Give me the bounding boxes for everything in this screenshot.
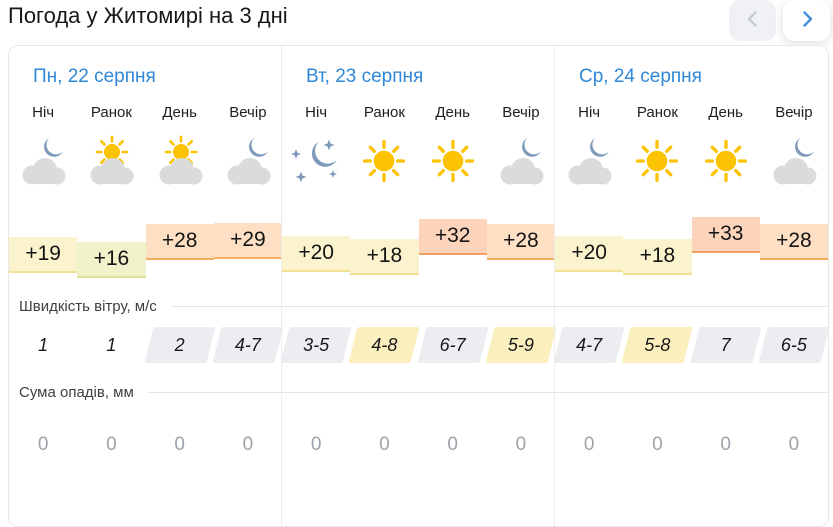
wind-day-0: 1 1 2 4-7: [9, 327, 284, 363]
wind-day-1: 3-5 4-8 6-7 5-9: [280, 327, 557, 363]
moon-cloud-icon: [500, 137, 544, 185]
precip-day-1: 0 0 0 0: [282, 433, 555, 457]
time-label: Ранок: [90, 103, 132, 121]
wind-cell: 4-7: [212, 327, 284, 363]
day-column-1: Вт, 23 серпня Ніч Ранок День Вечір +20 +18 +32 +…: [282, 46, 555, 291]
temp-cell: +33: [691, 217, 760, 253]
moon-cloud-icon: [22, 137, 66, 185]
temp-cell: +20: [282, 235, 351, 272]
precip-value: 0: [106, 434, 117, 455]
sun-icon: [431, 139, 474, 183]
temps-row: +19 +16 +28 +29: [9, 211, 282, 291]
wind-cell: 4-8: [348, 327, 420, 363]
sun-icon: [704, 139, 747, 183]
moon-cloud-icon: [568, 137, 612, 185]
precip-value: 0: [310, 434, 322, 455]
section-divider-line: [147, 391, 828, 393]
time-label: День: [708, 103, 743, 121]
precip-day-2: 0 0 0 0: [555, 433, 828, 457]
time-label: Ніч: [32, 103, 55, 121]
sun-icon: [363, 139, 406, 183]
time-label: Вечір: [775, 103, 813, 121]
temps-row: +20 +18 +32 +28: [282, 211, 555, 291]
temp-cell: +28: [145, 224, 214, 261]
temp-cell: +29: [213, 222, 282, 259]
icons-row: [555, 131, 828, 193]
page-title: Погода у Житомирі на 3 дні: [8, 3, 288, 28]
wind-cell: 2: [144, 327, 216, 363]
precip-values-row: 0 0 0 0 0 0 0 0 0 0 0 0: [9, 433, 828, 457]
time-labels-row: Ніч Ранок День Вечір: [555, 103, 828, 121]
precip-value: 0: [37, 434, 49, 455]
day-title[interactable]: Ср, 24 серпня: [579, 66, 702, 87]
temp-cell: +32: [418, 218, 487, 255]
precip-value: 0: [720, 434, 731, 455]
temp-cell: +19: [9, 237, 78, 274]
sun-cloud-icon: [90, 135, 134, 185]
wind-day-2: 4-7 5-8 7 6-5: [553, 327, 828, 363]
precip-value: 0: [174, 434, 185, 455]
moon-cloud-icon: [227, 137, 271, 185]
temp-cell: +28: [486, 224, 555, 261]
day-column-2: Ср, 24 серпня Ніч Ранок День Вечір +20 +18 +33 +…: [555, 46, 828, 291]
time-label: Ранок: [636, 103, 678, 121]
icons-row: [9, 131, 282, 193]
time-label: Ранок: [363, 103, 405, 121]
section-divider-line: [170, 305, 828, 307]
precip-value: 0: [583, 434, 595, 455]
precip-value: 0: [447, 434, 458, 455]
precip-section-header: Сума опадів, мм: [19, 379, 828, 405]
wind-cell: 3-5: [280, 327, 352, 363]
column-divider: [281, 46, 282, 526]
wind-values-row: 1 1 2 4-7 3-5 4-8 6-7 5-9 4-7 5-8 7 6-5: [9, 327, 828, 363]
wind-cell: 7: [690, 327, 762, 363]
time-labels-row: Ніч Ранок День Вечір: [9, 103, 282, 121]
temp-cell: +16: [77, 241, 146, 278]
day-title[interactable]: Пн, 22 серпня: [33, 66, 156, 87]
precip-section-label: Сума опадів, мм: [19, 383, 134, 401]
precip-day-0: 0 0 0 0: [9, 433, 282, 457]
day-column-0: Пн, 22 серпня Ніч Ранок День Вечір +19 +16 +28 +…: [9, 46, 282, 291]
wind-cell: 5-9: [485, 327, 557, 363]
wind-cell: 1: [12, 327, 74, 363]
temp-cell: +18: [350, 238, 419, 275]
time-labels-row: Ніч Ранок День Вечір: [282, 103, 555, 121]
moon-stars-icon: [291, 139, 338, 183]
temp-cell: +18: [623, 238, 692, 275]
wind-cell: 6-5: [758, 327, 828, 363]
next-button[interactable]: [783, 0, 830, 41]
prev-button[interactable]: [729, 0, 776, 41]
sun-cloud-icon: [159, 135, 203, 185]
icons-row: [282, 131, 555, 193]
precip-value: 0: [788, 434, 800, 455]
time-label: Вечір: [229, 103, 267, 121]
wind-cell: 6-7: [417, 327, 489, 363]
day-title[interactable]: Вт, 23 серпня: [306, 66, 424, 87]
time-label: Ніч: [305, 103, 328, 121]
precip-value: 0: [379, 434, 390, 455]
time-label: Вечір: [502, 103, 540, 121]
wind-cell: 1: [80, 327, 142, 363]
wind-section-label: Швидкість вітру, м/с: [19, 297, 157, 315]
wind-cell: 5-8: [621, 327, 693, 363]
moon-cloud-icon: [773, 137, 817, 185]
temp-cell: +28: [759, 224, 828, 261]
temp-cell: +20: [555, 235, 624, 272]
column-divider: [554, 46, 555, 526]
temps-row: +20 +18 +33 +28: [555, 211, 828, 291]
pager-nav: [729, 0, 830, 41]
wind-cell: 4-7: [553, 327, 625, 363]
time-label: Ніч: [578, 103, 601, 121]
sun-icon: [636, 139, 679, 183]
precip-value: 0: [242, 434, 254, 455]
wind-section-header: Швидкість вітру, м/с: [19, 293, 828, 319]
time-label: День: [435, 103, 470, 121]
chevron-right-icon: [797, 9, 817, 32]
chevron-left-icon: [743, 9, 763, 32]
time-label: День: [162, 103, 197, 121]
days-top-row: Пн, 22 серпня Ніч Ранок День Вечір +19 +16 +28 +…: [9, 46, 828, 291]
precip-value: 0: [515, 434, 527, 455]
forecast-card: Пн, 22 серпня Ніч Ранок День Вечір +19 +16 +28 +…: [8, 45, 829, 527]
precip-value: 0: [652, 434, 663, 455]
